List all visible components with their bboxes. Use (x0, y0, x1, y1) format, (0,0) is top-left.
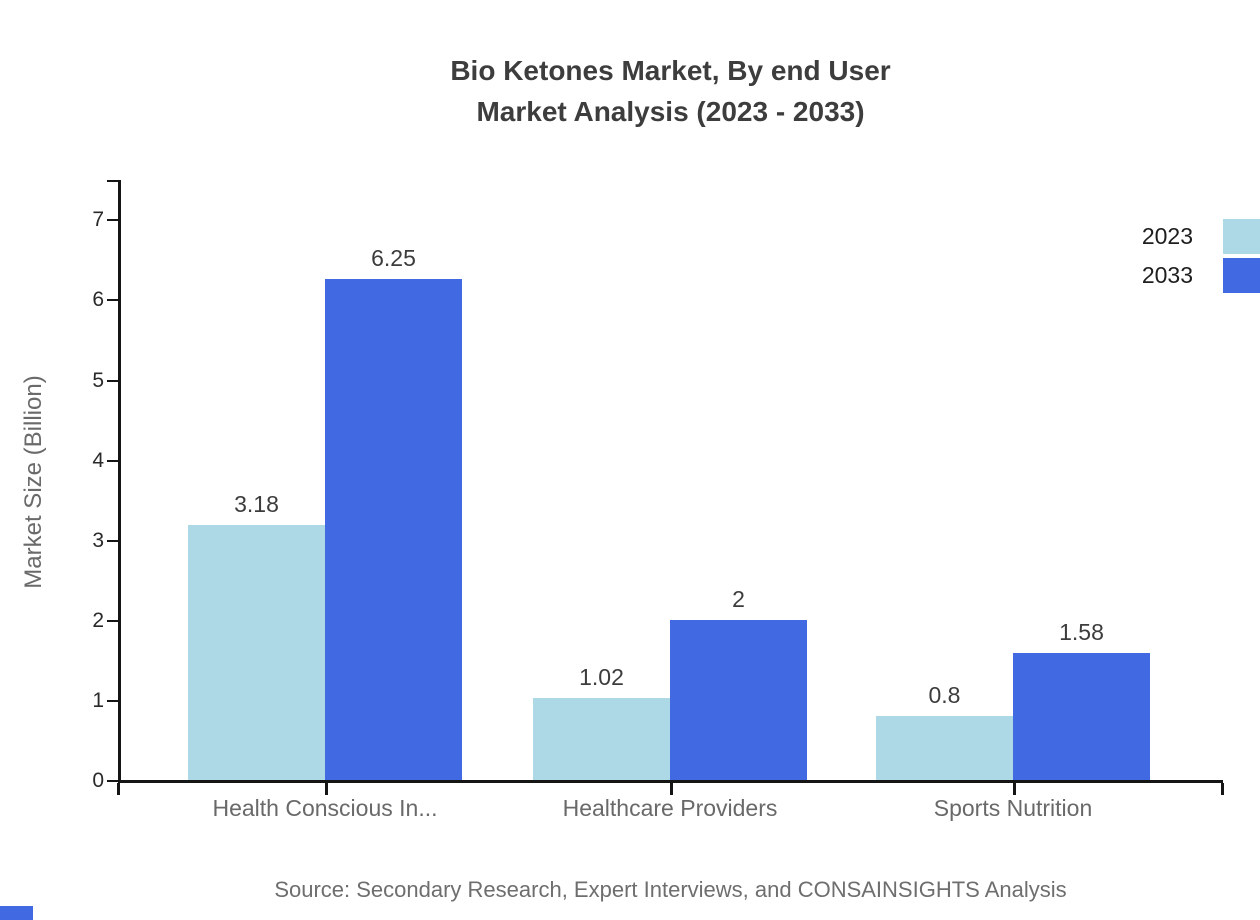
x-axis-tick (670, 783, 673, 795)
y-axis-tick (107, 299, 118, 302)
bar-value-label: 2 (732, 586, 745, 612)
legend-item-2033: 2033 (1142, 258, 1260, 293)
x-axis-tick (1013, 783, 1016, 795)
bar-2033-0 (325, 279, 462, 780)
y-axis-tick (107, 780, 118, 782)
y-axis-tick (107, 539, 118, 542)
legend-swatch-2023 (1223, 219, 1260, 254)
y-axis-tick-label: 5 (92, 368, 104, 392)
bar-value-label: 1.58 (1059, 619, 1104, 645)
y-axis-tick-label: 2 (92, 608, 104, 632)
x-axis-category-label: Sports Nutrition (933, 795, 1093, 821)
x-axis-line (118, 780, 1223, 783)
y-axis-tick (107, 379, 118, 382)
y-axis-tick (107, 619, 118, 622)
bar-value-label: 6.25 (371, 245, 416, 271)
y-axis-tick-label: 1 (92, 688, 104, 712)
legend-swatch-2033 (1223, 258, 1260, 293)
x-axis-category-label: Healthcare Providers (562, 795, 778, 821)
chart-title: Bio Ketones Market, By end User Market A… (118, 50, 1223, 132)
legend-item-2023: 2023 (1142, 219, 1260, 254)
y-axis-end-cap (107, 180, 118, 182)
x-axis-tick (1221, 783, 1224, 795)
source-attribution: Source: Secondary Research, Expert Inter… (274, 877, 1067, 902)
bar-value-label: 1.02 (579, 664, 624, 690)
bar-2023-0 (188, 525, 325, 780)
bar-2033-1 (670, 620, 807, 780)
y-axis-line (118, 180, 121, 783)
legend-label-2023: 2023 (1141, 223, 1193, 249)
brand-mark (0, 906, 33, 920)
bar-value-label: 0.8 (928, 682, 961, 708)
y-axis-tick-label: 6 (92, 288, 104, 312)
y-axis-tick-label: 4 (92, 448, 104, 472)
bar-value-label: 3.18 (234, 491, 279, 517)
bar-2033-2 (1013, 653, 1150, 780)
y-axis-tick (107, 219, 118, 222)
legend-label-2033: 2033 (1141, 262, 1193, 288)
y-axis-tick (107, 459, 118, 462)
y-axis-tick-label: 3 (92, 528, 104, 552)
x-axis-tick (117, 783, 120, 795)
bar-2023-1 (533, 698, 670, 780)
x-axis-category-label: Health Conscious In... (212, 795, 438, 821)
x-axis-tick (325, 783, 328, 795)
bar-2023-2 (876, 716, 1013, 780)
legend: 2023 2033 (1142, 219, 1260, 297)
y-axis-tick (107, 699, 118, 702)
y-axis-tick-label: 0 (92, 769, 104, 792)
chart-title-line2: Market Analysis (2023 - 2033) (476, 96, 865, 127)
y-axis-tick-label: 7 (92, 208, 104, 232)
chart-title-line1: Bio Ketones Market, By end User (450, 55, 891, 86)
